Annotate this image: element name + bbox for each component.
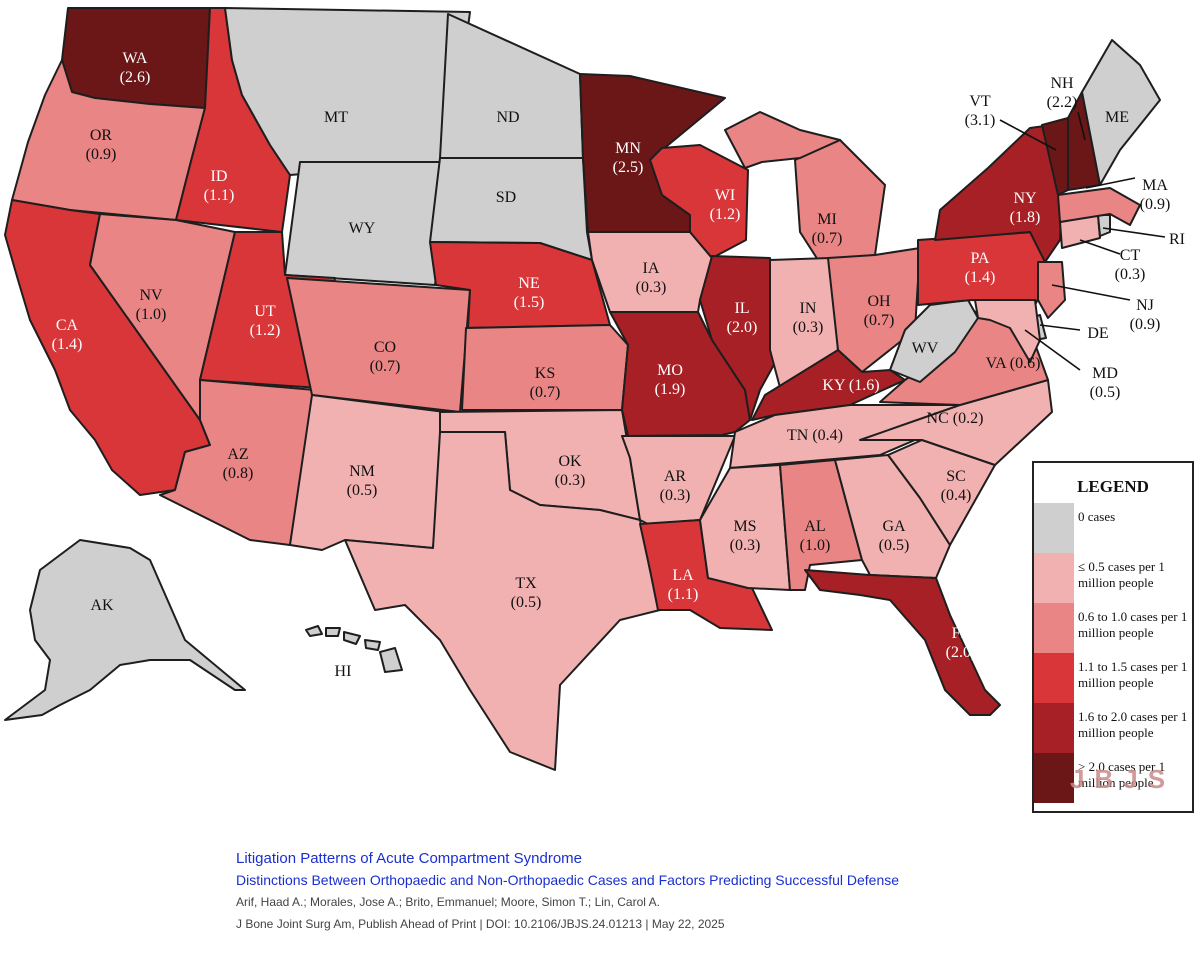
state-label-nv: NV (1.0) [136, 287, 167, 323]
jbjs-logo-watermark: JBJS [1070, 764, 1176, 794]
callout-leader-lines [999, 111, 1166, 371]
legend: LEGEND 0 cases ≤ 0.5 cases per 1 million… [1032, 461, 1194, 813]
state-label-co: CO (0.7) [370, 339, 401, 375]
state-wi [649, 144, 749, 259]
legend-label: 1.1 to 1.5 cases per 1 million people [1078, 659, 1188, 690]
state-label-tx: TX (0.5) [511, 575, 542, 611]
state-label-va: VA (0.6) [986, 355, 1041, 372]
state-label-ne: NE (1.5) [514, 275, 545, 311]
legend-item-vhigh: 1.6 to 2.0 cases per 1 million people [1034, 703, 1194, 753]
state-hi [305, 625, 403, 673]
state-ma [1057, 187, 1141, 226]
article-journal-info: J Bone Joint Surg Am, Publish Ahead of P… [236, 917, 725, 931]
legend-swatch [1034, 753, 1074, 803]
state-label-ga: GA (0.5) [879, 518, 910, 554]
legend-swatch [1034, 553, 1074, 603]
article-title-link[interactable]: Litigation Patterns of Acute Compartment… [236, 850, 583, 867]
state-label-wi: WI (1.2) [710, 187, 741, 223]
legend-item-mid: 0.6 to 1.0 cases per 1 million people [1034, 603, 1194, 653]
state-label-id: ID (1.1) [204, 168, 235, 204]
legend-label: ≤ 0.5 cases per 1 million people [1078, 559, 1165, 590]
state-nj [1037, 261, 1066, 319]
legend-item-zero: 0 cases [1034, 503, 1194, 553]
state-wv [889, 299, 979, 383]
state-label-wa: WA (2.6) [120, 50, 151, 86]
state-label-nj: NJ (0.9) [1130, 297, 1161, 333]
state-label-in: IN (0.3) [793, 300, 824, 336]
legend-item-top: > 2.0 cases per 1 million people [1034, 753, 1194, 803]
state-label-ny: NY (1.8) [1010, 190, 1041, 226]
legend-label: 0 cases [1078, 509, 1116, 524]
legend-swatch [1034, 653, 1074, 703]
state-nd [439, 13, 584, 159]
state-label-mt: MT [324, 109, 348, 126]
state-label-sd: SD [496, 189, 516, 206]
state-label-wy: WY [349, 220, 376, 237]
state-label-vt: VT (3.1) [965, 93, 996, 129]
state-label-ms: MS (0.3) [730, 518, 761, 554]
state-label-or: OR (0.9) [86, 127, 117, 163]
state-label-ky: KY (1.6) [822, 377, 879, 394]
state-label-oh: OH (0.7) [864, 293, 895, 329]
state-label-al: AL (1.0) [800, 518, 831, 554]
state-label-ma: MA (0.9) [1140, 177, 1171, 213]
us-choropleth-map: WA (2.6) OR (0.9) CA (1.4) ID (1.1) NV (1.0) MT WY U… [4, 7, 1185, 771]
legend-swatch [1034, 703, 1074, 753]
state-sc [887, 439, 996, 546]
legend-item-high: 1.1 to 1.5 cases per 1 million people [1034, 653, 1194, 703]
legend-swatch [1034, 603, 1074, 653]
state-label-ar: AR (0.3) [660, 468, 691, 504]
state-label-az: AZ (0.8) [223, 446, 254, 482]
state-label-il: IL (2.0) [727, 300, 758, 336]
state-tx [344, 431, 661, 771]
state-label-fl: FL (2.0) [946, 625, 977, 661]
legend-swatch [1034, 503, 1074, 553]
legend-label: 0.6 to 1.0 cases per 1 million people [1078, 609, 1188, 640]
state-label-hi: HI [335, 663, 352, 680]
state-label-ca: CA (1.4) [52, 317, 83, 353]
state-label-pa: PA (1.4) [965, 250, 996, 286]
state-mi-upper-peninsula [724, 111, 841, 169]
state-label-mi: MI (0.7) [812, 211, 843, 247]
legend-label: > 2.0 cases per 1 million people [1078, 759, 1166, 790]
state-md [974, 299, 1041, 363]
article-subtitle-link[interactable]: Distinctions Between Orthopaedic and Non… [236, 872, 900, 888]
legend-title: LEGEND [1077, 477, 1149, 496]
state-label-de: DE [1087, 325, 1108, 342]
citation-block: Litigation Patterns of Acute Compartment… [236, 848, 899, 935]
state-label-me: ME [1105, 109, 1129, 126]
state-label-nc: NC (0.2) [927, 410, 984, 427]
state-fl [804, 569, 1001, 716]
state-label-ri: RI [1169, 231, 1185, 248]
state-label-ut: UT (1.2) [250, 303, 281, 339]
state-label-ct: CT (0.3) [1115, 247, 1146, 283]
state-label-tn: TN (0.4) [787, 427, 843, 444]
state-ri [1097, 214, 1111, 237]
state-label-md: MD (0.5) [1090, 365, 1121, 401]
state-ak [4, 539, 246, 721]
state-label-sc: SC (0.4) [941, 468, 972, 504]
state-label-ks: KS (0.7) [530, 365, 561, 401]
state-label-ok: OK (0.3) [555, 453, 586, 489]
state-label-mo: MO (1.9) [655, 362, 686, 398]
state-label-wv: WV [912, 340, 939, 357]
state-label-nm: NM (0.5) [347, 463, 378, 499]
state-label-ak: AK [90, 597, 114, 614]
state-label-ia: IA (0.3) [636, 260, 667, 296]
legend-label: 1.6 to 2.0 cases per 1 million people [1078, 709, 1188, 740]
state-label-la: LA (1.1) [668, 567, 699, 603]
state-label-nd: ND [496, 109, 519, 126]
article-authors: Arif, Haad A.; Morales, Jose A.; Brito, … [236, 895, 660, 909]
state-label-mn: MN (2.5) [613, 140, 644, 176]
state-label-nh: NH (2.2) [1047, 75, 1078, 111]
legend-item-low: ≤ 0.5 cases per 1 million people [1034, 553, 1194, 603]
